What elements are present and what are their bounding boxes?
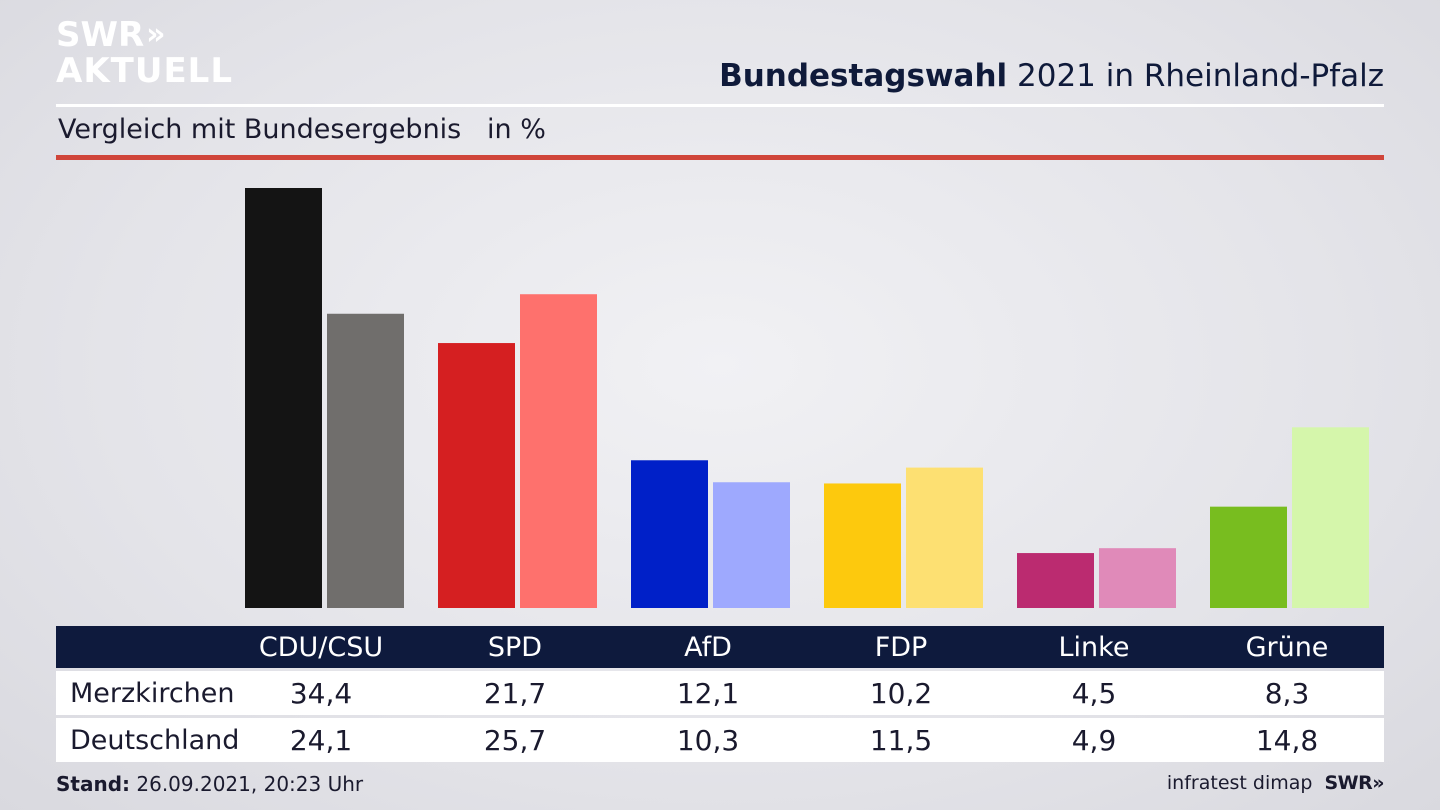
- title-rest: 2021 in Rheinland-Pfalz: [1007, 58, 1384, 94]
- table-cell: 34,4: [289, 676, 353, 710]
- table-header-row: CDU/CSU SPD AfD FDP Linke Grüne: [56, 626, 1384, 668]
- bar-afd-merzkirchen: [631, 460, 708, 608]
- header-cell-afd: AfD: [684, 631, 732, 663]
- table-cell: 12,1: [676, 676, 740, 710]
- table-cell: 24,1: [289, 723, 353, 757]
- logo-line2: AKTUELL: [56, 51, 234, 91]
- bar-fdp-deutschland: [906, 467, 983, 608]
- table-row: Merzkirchen 34,4 21,7 12,1 10,2 4,5 8,3: [56, 671, 1384, 715]
- swr-brand-logo: SWR»: [1324, 772, 1384, 794]
- header-cell-linke: Linke: [1058, 631, 1130, 663]
- source-credit: infratest dimap SWR»: [1166, 772, 1385, 794]
- table-cell: 4,9: [1071, 723, 1117, 757]
- bar-cdu-csu-deutschland: [327, 313, 404, 608]
- header-divider: [56, 104, 1384, 107]
- source-label: infratest dimap: [1166, 772, 1313, 794]
- bar-linke-deutschland: [1099, 548, 1176, 608]
- results-table: CDU/CSU SPD AfD FDP Linke Grüne Merzkirc…: [56, 626, 1384, 762]
- table-row: Deutschland 24,1 25,7 10,3 11,5 4,9 14,8: [56, 718, 1384, 762]
- header-cell-cdu: CDU/CSU: [258, 631, 384, 663]
- table-cell: 10,3: [676, 723, 740, 757]
- bar-spd-merzkirchen: [438, 343, 515, 608]
- row-label: Merzkirchen: [70, 677, 235, 709]
- subtitle-divider: [56, 155, 1384, 160]
- bar-gr-ne-merzkirchen: [1210, 506, 1287, 608]
- table-cell: 11,5: [869, 723, 933, 757]
- table-cell: 10,2: [869, 676, 933, 710]
- bar-chart: [245, 188, 1369, 608]
- table-cell: 14,8: [1255, 723, 1319, 757]
- bar-gr-ne-deutschland: [1292, 427, 1369, 608]
- header-cell-spd: SPD: [487, 631, 543, 663]
- header-cell-fdp: FDP: [874, 631, 928, 663]
- bar-cdu-csu-merzkirchen: [245, 188, 322, 608]
- page-title: Bundestagswahl 2021 in Rheinland-Pfalz: [719, 58, 1384, 94]
- timestamp: Stand: 26.09.2021, 20:23 Uhr: [56, 772, 363, 796]
- table-cell: 4,5: [1071, 676, 1117, 710]
- bar-afd-deutschland: [713, 482, 790, 608]
- bar-fdp-merzkirchen: [824, 483, 901, 608]
- logo-line1: SWR: [56, 15, 145, 55]
- header-cell-gruene: Grüne: [1245, 631, 1329, 663]
- table-cell: 8,3: [1264, 676, 1310, 710]
- bar-linke-merzkirchen: [1017, 553, 1094, 608]
- stand-label: Stand:: [56, 772, 131, 796]
- table-cell: 25,7: [483, 723, 547, 757]
- table-cell: 21,7: [483, 676, 547, 710]
- chart-subtitle: Vergleich mit Bundesergebnis in %: [58, 114, 546, 145]
- swr-aktuell-logo: SWR» AKTUELL: [56, 15, 234, 91]
- stand-value: 26.09.2021, 20:23 Uhr: [130, 772, 364, 796]
- title-bold: Bundestagswahl: [719, 58, 1008, 94]
- row-label: Deutschland: [70, 724, 240, 756]
- bar-spd-deutschland: [520, 294, 597, 608]
